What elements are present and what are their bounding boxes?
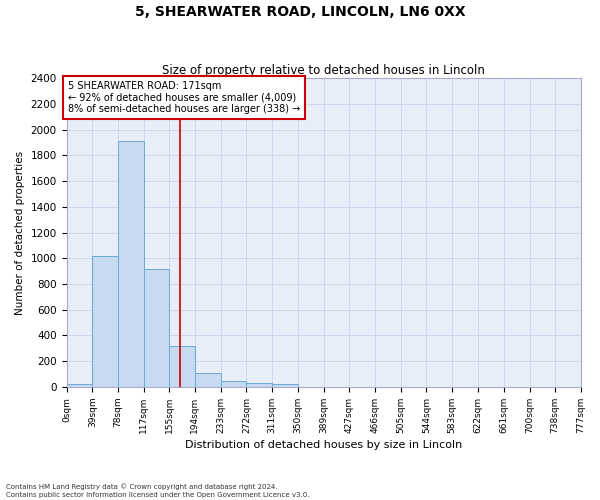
Text: 5 SHEARWATER ROAD: 171sqm
← 92% of detached houses are smaller (4,009)
8% of sem: 5 SHEARWATER ROAD: 171sqm ← 92% of detac… — [68, 80, 300, 114]
Bar — [144, 268, 169, 387]
Bar — [118, 141, 144, 387]
Bar — [195, 373, 221, 387]
X-axis label: Distribution of detached houses by size in Lincoln: Distribution of detached houses by size … — [185, 440, 462, 450]
Title: Size of property relative to detached houses in Lincoln: Size of property relative to detached ho… — [162, 64, 485, 77]
Y-axis label: Number of detached properties: Number of detached properties — [15, 150, 25, 314]
Bar — [272, 384, 298, 387]
Text: 5, SHEARWATER ROAD, LINCOLN, LN6 0XX: 5, SHEARWATER ROAD, LINCOLN, LN6 0XX — [134, 5, 466, 19]
Text: Contains HM Land Registry data © Crown copyright and database right 2024.
Contai: Contains HM Land Registry data © Crown c… — [6, 484, 310, 498]
Bar — [247, 383, 272, 387]
Bar — [221, 380, 247, 387]
Bar — [67, 384, 92, 387]
Bar — [92, 256, 118, 387]
Bar — [169, 346, 195, 387]
